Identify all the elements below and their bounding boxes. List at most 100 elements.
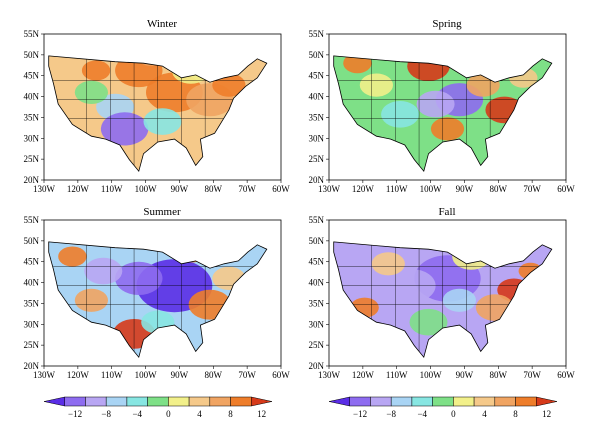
colorbar-swatch — [494, 396, 516, 407]
anomaly-blob — [212, 266, 246, 290]
lon-tick-label: 90W — [171, 184, 189, 194]
lat-tick-label: 35N — [309, 298, 325, 308]
colorbar-arrow-high — [536, 396, 558, 407]
lat-tick-label: 30N — [309, 319, 325, 329]
lat-tick-label: 45N — [309, 257, 325, 267]
anomaly-blob — [84, 257, 123, 285]
lat-axis: 55N 50N 45N 40N 35N 30N 25N 20N — [309, 29, 329, 185]
lon-tick-label: 70W — [238, 184, 256, 194]
lat-tick-label: 20N — [309, 175, 325, 185]
colorbar-swatch — [64, 396, 86, 407]
lon-tick-label: 130W — [33, 370, 56, 380]
panel-title: Fall — [438, 206, 455, 218]
lat-tick-label: 35N — [24, 112, 40, 122]
lat-tick-label: 35N — [24, 298, 40, 308]
colorbar-swatch — [147, 396, 169, 407]
map-field — [333, 55, 553, 173]
colorbar-swatch — [168, 396, 190, 407]
lat-tick-label: 25N — [24, 340, 40, 350]
lon-tick-label: 120W — [352, 184, 375, 194]
lat-tick-label: 25N — [309, 340, 325, 350]
colorbar-label: 0 — [451, 409, 456, 419]
lon-tick-label: 130W — [33, 184, 56, 194]
lat-tick-label: 45N — [24, 257, 40, 267]
map-frame — [43, 33, 282, 181]
lon-tick-label: 110W — [386, 184, 408, 194]
colorbar-label: −8 — [101, 409, 111, 419]
lat-tick-label: 40N — [24, 278, 40, 288]
panel-title: Winter — [147, 18, 177, 30]
lon-tick-label: 90W — [456, 370, 474, 380]
colorbar-swatch — [473, 396, 496, 407]
map-frame — [328, 33, 567, 181]
lon-tick-label: 120W — [67, 370, 90, 380]
colorbar-right: −12 −8 −4 0 4 8 12 — [328, 396, 558, 419]
lon-tick-label: 100W — [135, 184, 158, 194]
colorbar-arrow-low — [43, 396, 65, 407]
lat-axis: 55N 50N 45N 40N 35N 30N 25N 20N — [309, 215, 329, 371]
lon-tick-label: 80W — [490, 370, 508, 380]
lon-tick-label: 90W — [171, 370, 189, 380]
colorbar-swatch — [370, 396, 392, 407]
lon-tick-label: 80W — [205, 184, 223, 194]
lat-tick-label: 25N — [24, 154, 40, 164]
anomaly-blob — [171, 241, 210, 263]
lat-tick-label: 50N — [309, 236, 325, 246]
colorbar-label: 12 — [257, 409, 266, 419]
lat-tick-label: 55N — [309, 29, 325, 39]
anomaly-blob — [475, 294, 514, 321]
colorbar-swatch — [85, 396, 107, 407]
anomaly-blob — [442, 288, 476, 312]
anomaly-blob — [416, 90, 455, 118]
lon-axis: 130W 120W 110W 100W 90W 80W 70W 60W — [33, 366, 290, 380]
anomaly-blob — [58, 246, 87, 267]
lat-tick-label: 25N — [309, 154, 325, 164]
lon-tick-label: 90W — [456, 184, 474, 194]
anomaly-blob — [74, 288, 108, 312]
lon-tick-label: 60W — [557, 184, 575, 194]
coastline — [333, 241, 553, 359]
colorbar-swatch — [188, 396, 211, 407]
anomaly-blob — [115, 261, 163, 295]
lat-tick-label: 55N — [24, 29, 40, 39]
lon-tick-label: 120W — [67, 184, 90, 194]
anomaly-blob — [452, 243, 491, 270]
lat-tick-label: 50N — [309, 50, 325, 60]
lon-tick-label: 80W — [205, 370, 223, 380]
lat-tick-label: 55N — [24, 215, 40, 225]
map-field — [48, 55, 268, 173]
colorbar-swatch — [105, 396, 128, 407]
panel-winter: Winter 55N 50N 45N 40N 35N 30N 25N 20N 130W 120W… — [24, 18, 291, 194]
colorbar-swatch — [453, 396, 475, 407]
lon-tick-label: 60W — [272, 370, 290, 380]
colorbar-label: −4 — [132, 409, 142, 419]
lon-tick-label: 60W — [557, 370, 575, 380]
lon-tick-label: 70W — [523, 184, 541, 194]
lat-tick-label: 20N — [24, 175, 40, 185]
colorbar-label: 0 — [166, 409, 171, 419]
panel-fall: Fall 55N 50N 45N 40N 35N 30N 25N 20N 130W 120W 11… — [309, 206, 576, 380]
colorbar-swatch — [515, 396, 537, 407]
anomaly-blob — [430, 117, 465, 141]
anomaly-blob — [343, 55, 372, 74]
lat-axis: 55N 50N 45N 40N 35N 30N 25N 20N — [24, 29, 44, 185]
colorbar-label: 4 — [482, 409, 487, 419]
lon-tick-label: 130W — [318, 184, 341, 194]
colorbar-label: 12 — [542, 409, 551, 419]
lat-tick-label: 30N — [24, 133, 40, 143]
colorbar-label: −4 — [417, 409, 427, 419]
lon-axis: 130W 120W 110W 100W 90W 80W 70W 60W — [33, 180, 290, 194]
anomaly-blob — [81, 60, 111, 81]
lon-tick-label: 80W — [490, 184, 508, 194]
panel-summer: Summer 55N 50N 45N 40N 35N 30N 25N 20N 130W 120W… — [24, 206, 291, 380]
colorbar-arrow-low — [328, 396, 350, 407]
colorbar-swatch — [411, 396, 433, 407]
lat-axis: 55N 50N 45N 40N 35N 30N 25N 20N — [24, 215, 44, 371]
map-frame — [43, 219, 282, 367]
lat-tick-label: 30N — [24, 319, 40, 329]
lat-tick-label: 45N — [24, 71, 40, 81]
lon-axis: 130W 120W 110W 100W 90W 80W 70W 60W — [318, 366, 575, 380]
lat-tick-label: 20N — [309, 361, 325, 371]
anomaly-blob — [407, 55, 450, 81]
